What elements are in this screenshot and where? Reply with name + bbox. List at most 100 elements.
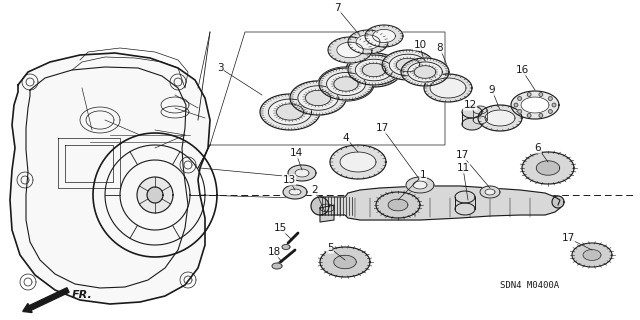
Polygon shape — [430, 78, 466, 98]
Polygon shape — [572, 243, 612, 267]
Polygon shape — [362, 63, 386, 77]
FancyArrow shape — [23, 288, 69, 313]
Circle shape — [527, 114, 531, 117]
Polygon shape — [511, 91, 559, 119]
Polygon shape — [480, 186, 500, 198]
Polygon shape — [305, 90, 331, 106]
Polygon shape — [320, 205, 334, 222]
Text: 10: 10 — [413, 40, 427, 50]
Polygon shape — [376, 192, 420, 218]
Polygon shape — [346, 53, 402, 87]
Text: 4: 4 — [342, 133, 349, 143]
Polygon shape — [365, 25, 403, 47]
Polygon shape — [333, 76, 358, 92]
Circle shape — [539, 114, 543, 117]
Text: 3: 3 — [217, 63, 223, 73]
Text: 6: 6 — [534, 143, 541, 153]
Polygon shape — [478, 105, 522, 131]
Circle shape — [548, 97, 552, 100]
Circle shape — [514, 103, 518, 107]
Polygon shape — [536, 161, 560, 175]
Polygon shape — [521, 97, 549, 113]
Polygon shape — [290, 81, 346, 115]
Polygon shape — [319, 68, 373, 100]
Polygon shape — [462, 118, 482, 130]
Circle shape — [527, 92, 531, 96]
Polygon shape — [333, 255, 356, 269]
Polygon shape — [337, 42, 364, 58]
Polygon shape — [382, 50, 434, 80]
Polygon shape — [552, 196, 564, 208]
Polygon shape — [424, 74, 472, 102]
Polygon shape — [326, 73, 365, 95]
Polygon shape — [320, 247, 370, 277]
Polygon shape — [473, 110, 487, 120]
Text: FR.: FR. — [72, 290, 93, 300]
Text: 12: 12 — [463, 100, 477, 110]
Circle shape — [548, 109, 552, 113]
Polygon shape — [583, 250, 601, 260]
Text: 16: 16 — [515, 65, 529, 75]
Text: 5: 5 — [326, 243, 333, 253]
Polygon shape — [355, 59, 393, 81]
Polygon shape — [147, 187, 163, 203]
Polygon shape — [272, 263, 282, 269]
Polygon shape — [455, 197, 475, 209]
Polygon shape — [396, 58, 420, 72]
Polygon shape — [348, 30, 388, 54]
Polygon shape — [276, 104, 303, 120]
Text: SDN4 M0400A: SDN4 M0400A — [500, 281, 559, 290]
Polygon shape — [473, 106, 487, 114]
Polygon shape — [389, 54, 427, 76]
Polygon shape — [406, 177, 434, 193]
Circle shape — [552, 103, 556, 107]
Polygon shape — [268, 99, 312, 125]
Polygon shape — [282, 244, 290, 250]
Polygon shape — [356, 35, 380, 49]
Text: 18: 18 — [268, 247, 280, 257]
Polygon shape — [277, 104, 303, 120]
Polygon shape — [289, 189, 301, 195]
Text: 13: 13 — [282, 175, 296, 185]
Text: 11: 11 — [456, 163, 470, 173]
Polygon shape — [388, 199, 408, 211]
Polygon shape — [408, 62, 442, 82]
Polygon shape — [318, 67, 374, 101]
Polygon shape — [413, 181, 427, 189]
Polygon shape — [362, 62, 387, 78]
Text: 17: 17 — [456, 150, 468, 160]
Polygon shape — [401, 58, 449, 86]
Polygon shape — [295, 169, 309, 177]
Circle shape — [518, 109, 522, 113]
Polygon shape — [311, 197, 329, 215]
Polygon shape — [485, 110, 515, 126]
Polygon shape — [326, 72, 366, 96]
Polygon shape — [485, 189, 495, 195]
Polygon shape — [414, 66, 436, 78]
Polygon shape — [298, 86, 338, 110]
Text: 9: 9 — [489, 85, 495, 95]
Polygon shape — [283, 185, 307, 199]
Polygon shape — [455, 203, 475, 215]
Polygon shape — [137, 177, 173, 213]
Circle shape — [539, 92, 543, 96]
Polygon shape — [372, 29, 396, 43]
Polygon shape — [288, 165, 316, 181]
Text: 1: 1 — [420, 170, 426, 180]
Polygon shape — [354, 58, 394, 82]
Text: 14: 14 — [289, 148, 303, 158]
Polygon shape — [340, 152, 376, 172]
Polygon shape — [320, 186, 560, 220]
Polygon shape — [298, 86, 338, 110]
Polygon shape — [455, 191, 475, 203]
Text: 8: 8 — [436, 43, 444, 53]
Polygon shape — [328, 37, 372, 63]
Text: 17: 17 — [561, 233, 575, 243]
Text: 7: 7 — [333, 3, 340, 13]
Polygon shape — [462, 112, 482, 124]
Circle shape — [518, 97, 522, 100]
Polygon shape — [348, 55, 400, 85]
Polygon shape — [473, 116, 487, 124]
Polygon shape — [10, 53, 210, 304]
Polygon shape — [262, 95, 318, 129]
